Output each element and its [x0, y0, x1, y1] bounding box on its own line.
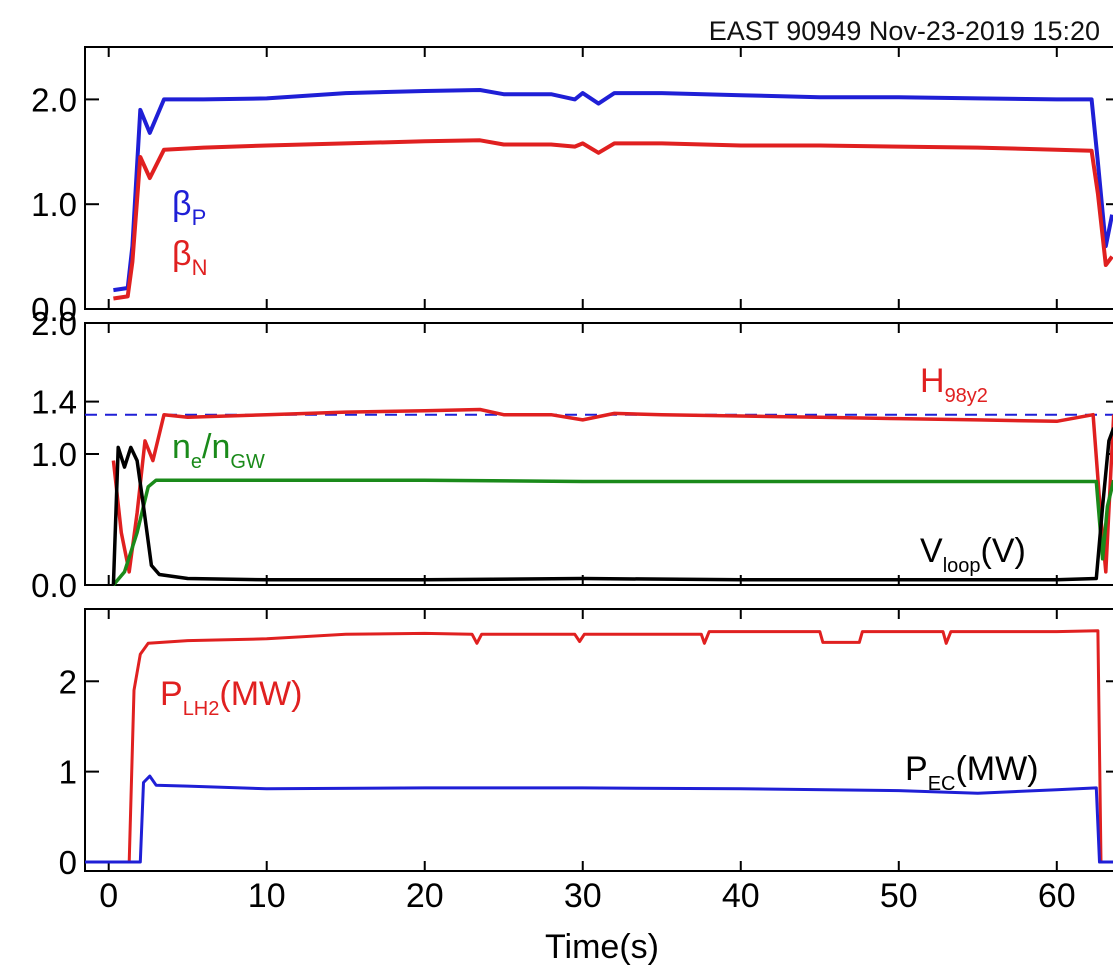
series-line	[113, 88, 1113, 293]
series-lines	[85, 629, 1113, 864]
legend-label-plh2: PLH2(MW)	[160, 675, 302, 720]
y-axis-ticks: 0.0 1.0 1.4 2.0	[31, 305, 1113, 604]
legend-plh-unit: (MW)	[219, 675, 302, 713]
y-tick-label: 1.0	[31, 436, 77, 473]
x-tick-label: 0	[99, 877, 118, 915]
legend-beta-n-sub: N	[192, 255, 208, 280]
y-tick-label: 0	[59, 844, 77, 881]
x-tick-label: 20	[406, 877, 444, 915]
legend-vloop-sub: loop	[943, 555, 981, 577]
x-tick-label: 40	[722, 877, 760, 915]
legend-pec-unit: (MW)	[955, 750, 1038, 788]
y-tick-label: 2.0	[31, 81, 77, 118]
legend-beta-p-text: β	[172, 185, 192, 223]
y-tick-label: 1.0	[31, 186, 77, 223]
legend-vloop-unit: (V)	[981, 532, 1026, 570]
panel-heating-power: 012 0 10 20 30 40 50 60 PLH2(MW) PEC(MW) Time(…	[59, 608, 1113, 966]
x-tick-label: 10	[248, 877, 286, 915]
legend-plh-text: P	[160, 675, 183, 713]
y-tick-label: 1	[59, 754, 77, 791]
y-tick-label: 0.0	[31, 567, 77, 604]
legend-beta-n-text: β	[172, 235, 192, 273]
plot-frame	[84, 608, 1113, 872]
series-lines	[111, 407, 1113, 587]
x-tick-label: 30	[564, 877, 602, 915]
legend-label-h98y2: H98y2	[920, 362, 988, 407]
x-axis-label: Time(s)	[545, 928, 659, 966]
legend-pec-text: P	[905, 750, 928, 788]
legend-label-density: ne/nGW	[172, 428, 265, 473]
legend-label-beta-p: βP	[172, 185, 206, 230]
y-axis-ticks: 0.0 1.0 2.0	[31, 47, 1113, 328]
series-lines	[113, 88, 1113, 301]
legend-vloop-text: V	[920, 532, 943, 570]
series-line	[85, 774, 1113, 864]
y-tick-label: 2	[59, 663, 77, 700]
legend-label-pec: PEC(MW)	[905, 750, 1039, 795]
legend-ne-sub: e	[191, 451, 202, 473]
y-axis-ticks: 0 1 2	[59, 663, 1113, 881]
x-tick-label: 50	[880, 877, 918, 915]
legend-label-beta-n: βN	[172, 235, 207, 280]
legend-h98-text: H	[920, 362, 945, 400]
plot-frame	[84, 46, 1113, 310]
legend-label-vloop: Vloop(V)	[920, 532, 1026, 577]
legend-beta-p-sub: P	[192, 205, 207, 230]
series-line	[85, 629, 1113, 864]
series-line	[113, 138, 1113, 301]
y-tick-label: 1.4	[31, 384, 77, 421]
x-tick-label: 60	[1038, 877, 1076, 915]
panel-beta: 0.01.02.0 βP βN	[31, 46, 1113, 328]
series-line	[111, 407, 1113, 574]
legend-ngw-sub: GW	[230, 451, 265, 473]
y-tick-label: 2.0	[31, 305, 77, 342]
x-axis-ticks: 0 10 20 30 40 50 60	[99, 609, 1076, 915]
legend-h98-sub: 98y2	[945, 385, 988, 407]
header-text: EAST 90949 Nov-23-2019 15:20	[709, 16, 1100, 46]
y-tick-label: 0.0	[31, 291, 77, 328]
legend-pec-sub: EC	[928, 773, 956, 795]
series-line	[111, 427, 1113, 586]
legend-ne-text: n	[172, 428, 191, 466]
legend-ngw-text: /n	[202, 428, 230, 466]
legend-plh-sub: LH2	[183, 698, 220, 720]
panel-confinement: 0.0 1.0 1.4 2.0 H98y2 ne/nGW Vloop(V)	[31, 305, 1113, 604]
